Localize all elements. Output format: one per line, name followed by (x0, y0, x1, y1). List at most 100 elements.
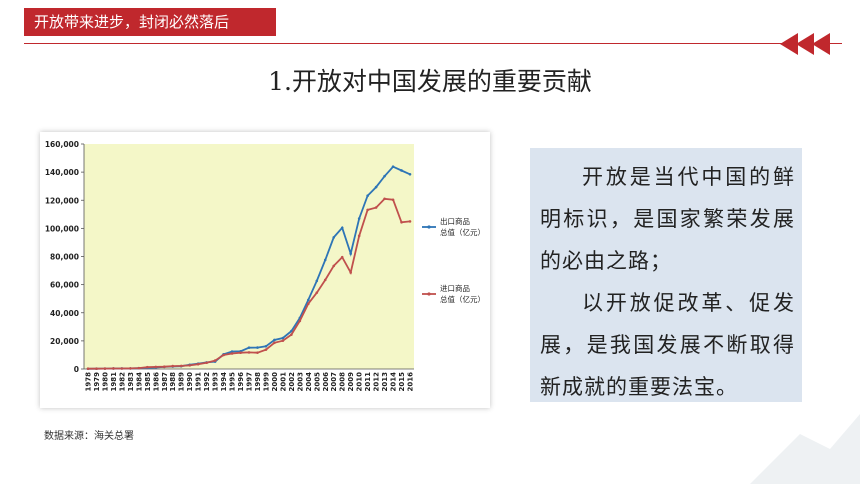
x-tick-label: 2010 (356, 372, 364, 392)
data-point (323, 258, 327, 262)
x-tick-label: 2003 (296, 372, 304, 392)
data-point (340, 255, 344, 259)
x-tick-label: 2012 (373, 372, 381, 392)
y-tick-label: 20,000 (50, 337, 79, 346)
source-note: 数据来源：海关总署 (44, 431, 134, 442)
x-tick-label: 1982 (118, 372, 126, 392)
data-point (357, 217, 361, 220)
x-tick-label: 1986 (152, 372, 160, 392)
data-point (391, 198, 395, 202)
x-tick-label: 1985 (144, 372, 152, 392)
data-point (188, 364, 191, 367)
data-point (408, 172, 412, 176)
legend-marker (427, 225, 431, 229)
data-point (366, 208, 369, 212)
data-point (307, 298, 310, 302)
data-point (290, 333, 293, 336)
data-point (112, 367, 115, 370)
x-tick-label: 1990 (186, 372, 194, 392)
x-tick-label: 2006 (322, 372, 330, 392)
data-point (213, 359, 217, 362)
x-tick-label: 2014 (390, 372, 398, 392)
paragraph-opening: 开放是当代中国的鲜明标识，是国家繁荣发展的必由之路； (540, 165, 795, 273)
data-point (383, 174, 386, 178)
x-tick-label: 1995 (229, 372, 237, 392)
data-point (281, 339, 285, 342)
text-panel: 开放是当代中国的鲜明标识，是国家繁荣发展的必由之路； 以开放促改革、促发展，是我… (530, 148, 802, 402)
data-point (340, 226, 344, 230)
x-tick-label: 1996 (237, 372, 245, 392)
x-tick-label: 1989 (178, 372, 186, 392)
data-point (374, 206, 378, 209)
data-point (154, 365, 158, 369)
data-point (146, 365, 149, 369)
legend-label-2: 进口商品 (440, 283, 470, 293)
data-point (315, 279, 319, 283)
data-point (230, 352, 234, 355)
header-divider (24, 43, 842, 44)
data-point (95, 367, 98, 370)
data-point (332, 236, 336, 239)
y-tick-label: 100,000 (45, 224, 79, 233)
x-tick-label: 2002 (288, 372, 296, 392)
x-tick-label: 2007 (330, 372, 338, 392)
x-tick-label: 1988 (169, 372, 177, 392)
data-point (196, 362, 200, 366)
data-point (349, 271, 352, 274)
legend-label-2-cont: 总值（亿元） (440, 294, 485, 304)
data-point (179, 364, 183, 368)
data-point (103, 367, 107, 370)
data-point (315, 291, 319, 294)
data-point (400, 169, 403, 172)
data-point (86, 367, 90, 371)
x-tick-label: 2001 (279, 372, 287, 392)
data-point (357, 234, 361, 238)
data-point (383, 197, 386, 201)
data-point (400, 220, 403, 224)
data-point (273, 338, 276, 342)
x-tick-label: 2000 (271, 372, 279, 392)
data-point (247, 346, 251, 349)
x-tick-label: 1999 (262, 372, 270, 392)
x-tick-label: 1979 (93, 372, 101, 392)
data-point (256, 351, 259, 354)
trade-line-chart: 0 20,000 40,000 60,000 80,000 100,000 120,000 1… (45, 140, 485, 392)
y-tick-label: 120,000 (45, 196, 79, 205)
data-point (171, 364, 175, 368)
data-point (408, 220, 412, 223)
x-tick-label: 2015 (398, 372, 406, 392)
y-tick-label: 0 (74, 365, 79, 374)
x-tick-label: 2011 (364, 372, 372, 392)
section-banner: 开放带来进步，封闭必然落后 (24, 8, 276, 36)
data-point (247, 351, 251, 354)
slide-title: 1.开放对中国发展的重要贡献 (268, 67, 592, 96)
data-point (205, 361, 208, 365)
x-tick-label: 1978 (85, 372, 93, 392)
data-point (264, 348, 268, 351)
data-point (391, 165, 395, 168)
y-tick-label: 140,000 (45, 168, 79, 177)
y-tick-label: 60,000 (50, 281, 79, 290)
data-point (290, 329, 293, 333)
data-point (222, 353, 225, 357)
x-tick-label: 1998 (254, 372, 262, 392)
data-point (162, 365, 166, 369)
x-tick-label: 2009 (347, 372, 355, 392)
x-tick-label: 2013 (381, 372, 389, 392)
data-point (137, 366, 141, 370)
legend-marker (427, 292, 431, 296)
data-point (307, 302, 310, 305)
data-point (298, 319, 302, 323)
legend-label-1: 出口商品 (440, 216, 470, 226)
x-tick-label: 1987 (161, 372, 169, 392)
x-tick-label: 1994 (220, 372, 228, 392)
x-tick-label: 2005 (313, 372, 321, 392)
double-left-arrow-icon[interactable] (780, 31, 830, 57)
data-point (281, 336, 285, 340)
data-point (129, 367, 132, 370)
data-point (323, 278, 327, 282)
data-point (332, 264, 336, 268)
data-point (120, 367, 124, 370)
corner-decoration (750, 414, 860, 484)
data-point (256, 346, 259, 349)
